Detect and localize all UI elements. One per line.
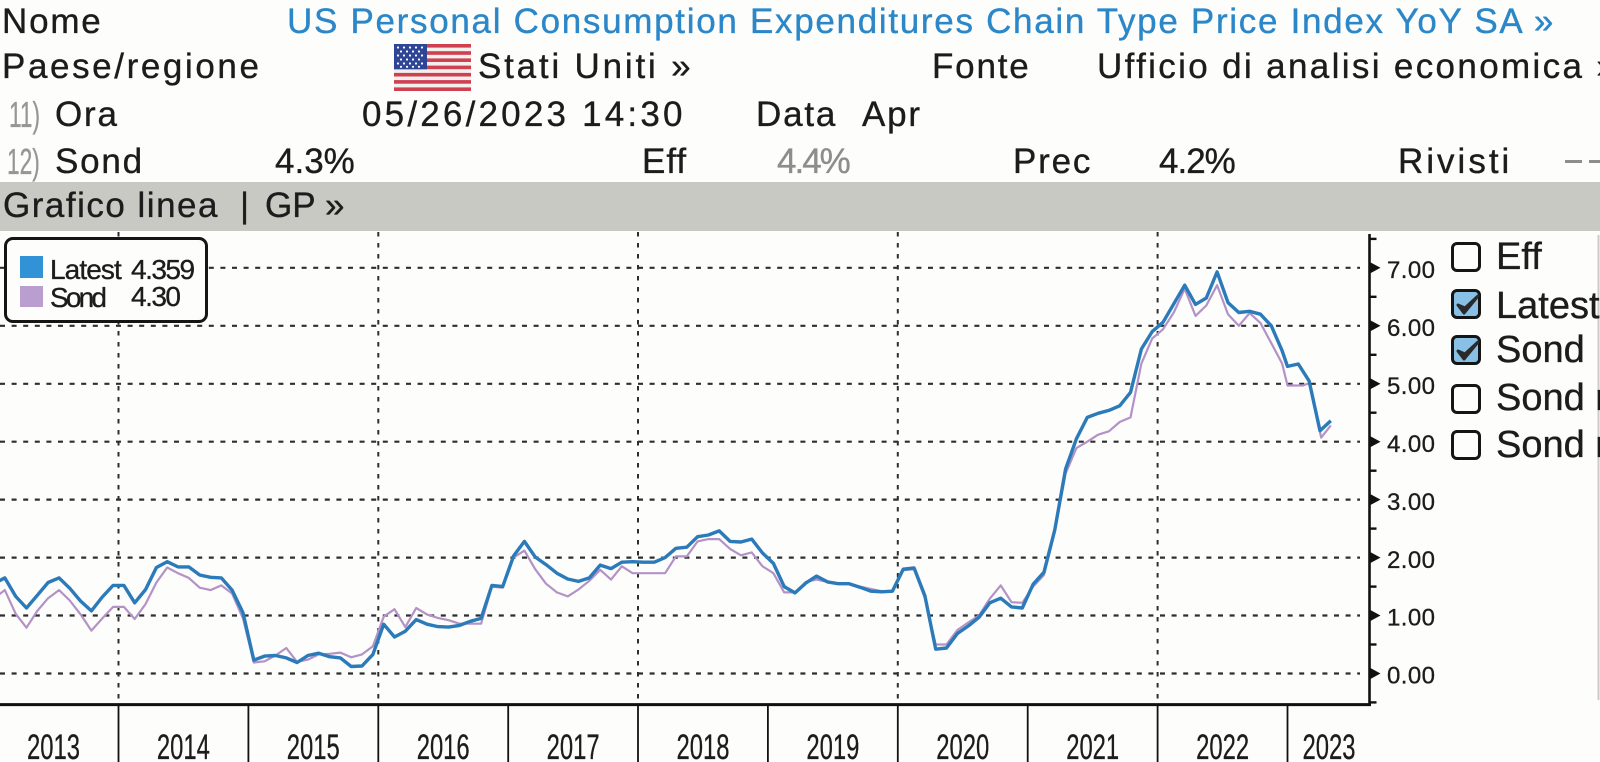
- svg-text:2023: 2023: [1303, 728, 1356, 762]
- svg-text:4.00: 4.00: [1387, 431, 1435, 458]
- svg-text:1.00: 1.00: [1387, 605, 1435, 632]
- svg-text:2.00: 2.00: [1387, 547, 1435, 574]
- svg-text:2017: 2017: [547, 728, 600, 762]
- svg-text:2014: 2014: [157, 728, 210, 762]
- svg-text:2022: 2022: [1196, 728, 1249, 762]
- svg-text:5.00: 5.00: [1387, 373, 1435, 400]
- svg-text:2015: 2015: [287, 728, 340, 762]
- svg-text:2013: 2013: [27, 728, 80, 762]
- svg-text:2019: 2019: [806, 728, 859, 762]
- svg-text:2016: 2016: [417, 728, 470, 762]
- svg-text:6.00: 6.00: [1387, 315, 1435, 342]
- svg-text:2021: 2021: [1066, 728, 1119, 762]
- svg-text:7.00: 7.00: [1387, 257, 1435, 284]
- svg-text:3.00: 3.00: [1387, 489, 1435, 516]
- svg-text:0.00: 0.00: [1387, 663, 1435, 690]
- svg-text:2020: 2020: [936, 728, 989, 762]
- svg-text:2018: 2018: [677, 728, 730, 762]
